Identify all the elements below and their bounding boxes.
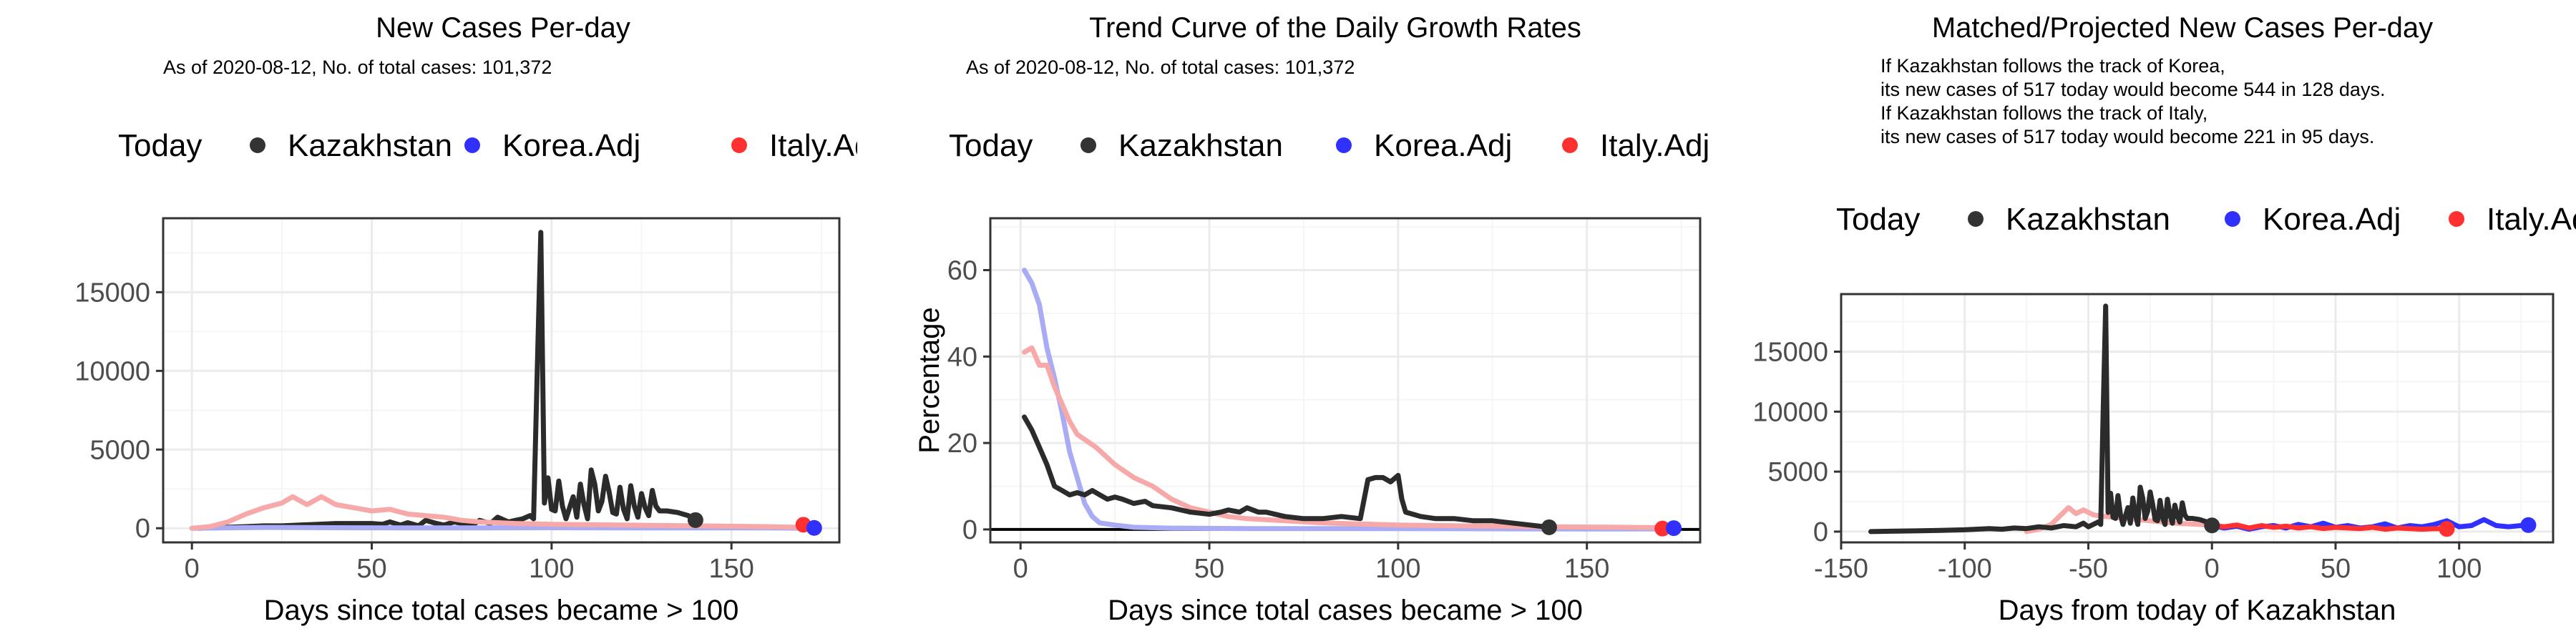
panel-1: New Cases Per-day As of 2020-08-12, No. o… [74,12,879,626]
legend-label: Today [1836,202,1920,237]
chart-subtitle-line: its new cases of 517 today would become … [1880,126,2374,147]
x-tick-label: 0 [2205,554,2220,584]
legend-label: Korea.Adj [2263,202,2401,237]
y-tick-label: 0 [135,514,150,544]
chart-title: Trend Curve of the Daily Growth Rates [1089,12,1581,44]
x-tick-label: -50 [2069,554,2108,584]
today-point-kazakhstan [1541,519,1557,535]
legend: Today Kazakhstan Korea.Adj Italy.Adj [1836,202,2576,237]
legend-label: Today [949,128,1033,163]
legend-label: Italy.Adj [1600,128,1709,163]
chart-title: New Cases Per-day [376,12,630,44]
series-line-italy-adj [189,494,806,531]
today-point-kazakhstan [2204,517,2220,534]
plot-area [1840,293,2555,544]
y-tick-label: 10000 [74,356,150,386]
y-axis-label: Percentage [914,307,945,454]
y-tick-label: 15000 [1752,337,1828,367]
plot-area [989,217,1702,544]
legend-key-kazakhstan [1968,211,1984,227]
legend-label: Italy.Adj [2487,202,2576,237]
legend-label: Korea.Adj [1374,128,1512,163]
legend-key-korea-adj [1336,137,1352,153]
x-tick-label: 150 [1564,554,1609,584]
legend-label: Today [118,128,202,163]
legend-key-korea-adj [464,137,480,153]
plot-background [1841,294,2553,542]
x-tick-label: 100 [1375,554,1420,584]
chart-subtitle-line: As of 2020-08-12, No. of total cases: 10… [163,57,552,78]
series-group [189,230,822,536]
plot-border [162,217,841,544]
panel-2: Trend Curve of the Daily Growth Rates As … [914,12,1709,626]
x-tick-label: -100 [1938,554,1992,584]
today-point-korea-adj [806,519,822,536]
y-tick-label: 40 [947,342,977,372]
plot-border [1840,293,2555,544]
legend-key-italy-adj [731,137,747,153]
legend-label: Kazakhstan [288,128,452,163]
legend-key-kazakhstan [250,137,265,153]
series-group [1868,303,2537,537]
y-tick-label: 0 [1813,517,1828,547]
legend-key-italy-adj [1562,137,1578,153]
x-tick-label: 0 [1013,554,1028,584]
plot-border [989,217,1702,544]
series-line-italy-adj [1022,345,1665,530]
legend: Today Kazakhstan Korea.Adj Italy.Adj [949,128,1709,163]
today-point-korea-adj [2520,517,2537,533]
series-line-kazakhstan [196,230,698,531]
series-line-italy-adj [2024,504,2215,535]
legend-label: Italy.Adj [769,128,879,163]
x-axis-label: Days from today of Kazakhstan [1999,595,2396,626]
x-axis-label: Days since total cases became > 100 [264,595,739,626]
legend-key-italy-adj [2449,211,2464,227]
y-tick-label: 5000 [89,435,150,465]
x-tick-label: 50 [2321,554,2351,584]
legend-label: Kazakhstan [1118,128,1283,163]
today-point-korea-adj [1666,520,1682,537]
chart-subtitle-line: If Kazakhstan follows the track of Italy… [1880,102,2207,124]
chart-subtitle-line: its new cases of 517 today would become … [1880,79,2385,100]
chart-subtitle-line: As of 2020-08-12, No. of total cases: 10… [966,57,1355,78]
y-tick-label: 0 [962,515,977,545]
legend-label: Korea.Adj [502,128,640,163]
legend-label: Kazakhstan [2006,202,2170,237]
series-line-italy-adj [2209,522,2449,532]
x-tick-label: 50 [1194,554,1224,584]
plot-background [990,218,1700,542]
today-point-kazakhstan [687,512,703,528]
x-tick-label: 0 [185,554,200,584]
y-tick-label: 20 [947,429,977,459]
plot-area [162,217,841,544]
legend-key-kazakhstan [1080,137,1096,153]
today-point-italy-adj [2439,521,2455,537]
series-group [990,268,1700,537]
y-tick-label: 5000 [1767,457,1828,487]
x-tick-label: 100 [529,554,574,584]
y-tick-label: 10000 [1752,397,1828,427]
chart-title: Matched/Projected New Cases Per-day [1932,12,2433,44]
x-tick-label: 150 [708,554,753,584]
x-tick-label: -150 [1814,554,1868,584]
chart-subtitle-line: If Kazakhstan follows the track of Korea… [1880,55,2225,77]
x-tick-label: 100 [2436,554,2482,584]
legend-key-korea-adj [2225,211,2240,227]
y-tick-label: 60 [947,255,977,286]
panel-3: Matched/Projected New Cases Per-day If Ka… [1752,12,2576,626]
x-tick-label: 50 [356,554,386,584]
series-line-kazakhstan [1022,414,1552,530]
legend: Today Kazakhstan Korea.Adj Italy.Adj [118,128,879,163]
y-tick-label: 15000 [74,278,150,308]
plot-background [163,218,839,542]
series-line-korea-adj [1022,268,1673,532]
series-line-kazakhstan [1868,303,2215,535]
today-point-italy-adj [1654,520,1671,537]
x-axis-label: Days since total cases became > 100 [1108,595,1583,626]
